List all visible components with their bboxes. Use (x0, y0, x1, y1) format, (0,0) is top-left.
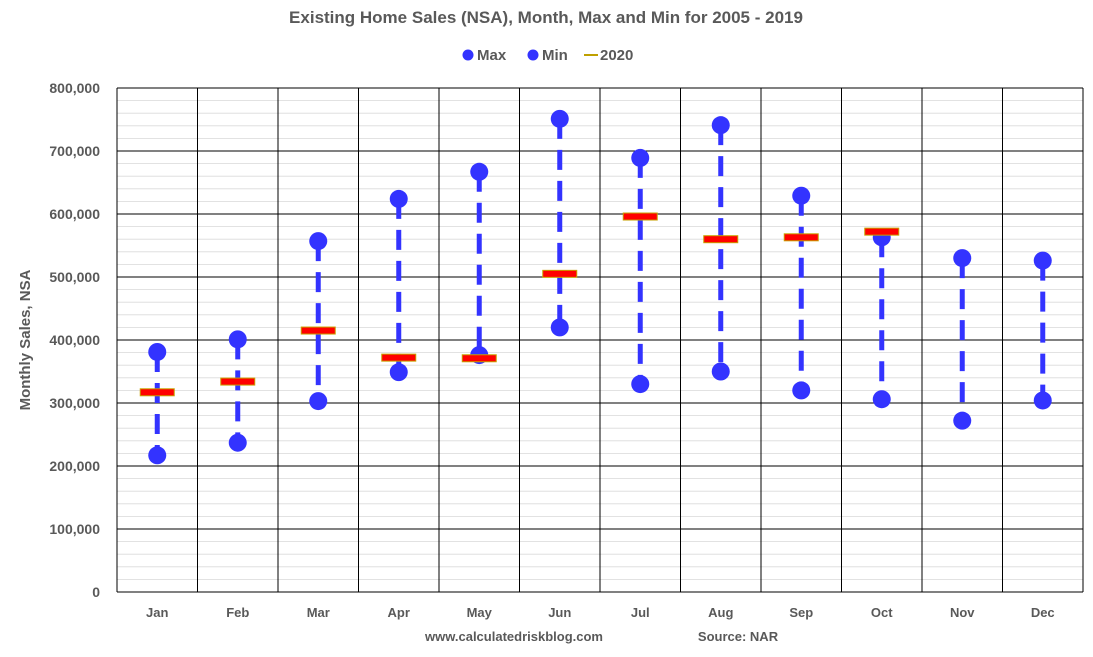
max-point (470, 162, 489, 181)
max-point (550, 109, 569, 128)
y-axis-label: Monthly Sales, NSA (17, 269, 34, 410)
x-tick-label: Nov (950, 605, 975, 620)
y-tick-label: 300,000 (49, 395, 100, 411)
max-point (309, 232, 328, 251)
legend-marker-max (462, 49, 474, 61)
legend-label: 2020 (600, 47, 633, 64)
y-axis-ticks: 0 100,000 200,000 300,000 400,000 500,000 600,… (49, 80, 100, 600)
min-point (550, 318, 569, 337)
min-point (953, 411, 972, 430)
y-tick-label: 200,000 (49, 458, 100, 474)
y-tick-label: 600,000 (49, 206, 100, 222)
series-2020-mark (461, 354, 497, 363)
legend: Max Min 2020 (462, 47, 633, 64)
series-2020-mark (703, 235, 739, 244)
range-lines (154, 118, 1046, 456)
max-point (389, 189, 408, 208)
x-tick-label: Jan (146, 605, 168, 620)
min-point (389, 363, 408, 382)
min-point (792, 381, 811, 400)
x-tick-label: May (467, 605, 493, 620)
series-2020-mark (542, 269, 578, 278)
x-tick-label: Sep (789, 605, 813, 620)
x-tick-label: Mar (307, 605, 330, 620)
max-point (953, 249, 972, 268)
x-tick-label: Jun (548, 605, 571, 620)
y-tick-label: 100,000 (49, 521, 100, 537)
series-2020-mark (220, 377, 256, 386)
max-point (1033, 251, 1052, 270)
series-2020-mark (622, 212, 658, 221)
y-tick-label: 800,000 (49, 80, 100, 96)
footer-source: Source: NAR (698, 629, 779, 644)
x-tick-label: Oct (871, 605, 893, 620)
series-2020-mark (381, 353, 417, 362)
min-point (631, 375, 650, 394)
max-point (792, 186, 811, 205)
series-2020-mark (139, 388, 175, 397)
legend-marker-min (527, 49, 539, 61)
series-2020-mark (864, 227, 900, 236)
y-tick-label: 400,000 (49, 332, 100, 348)
chart-title: Existing Home Sales (NSA), Month, Max an… (289, 8, 803, 27)
x-tick-label: Dec (1031, 605, 1055, 620)
x-tick-label: Aug (708, 605, 733, 620)
max-point (148, 342, 167, 361)
min-point (228, 433, 247, 452)
x-axis-ticks: Jan Feb Mar Apr May Jun Jul Aug Sep Oct Nov Dec (146, 605, 1055, 620)
category-gridlines (116, 88, 1084, 592)
max-point (631, 148, 650, 167)
min-point (1033, 391, 1052, 410)
series-2020-mark (783, 233, 819, 242)
data-points (148, 109, 1052, 465)
y-tick-label: 500,000 (49, 269, 100, 285)
x-tick-label: Apr (388, 605, 410, 620)
max-point (711, 116, 730, 135)
max-point (228, 330, 247, 349)
y-tick-label: 700,000 (49, 143, 100, 159)
series-2020-marks (139, 212, 900, 397)
series-2020-mark (300, 326, 336, 335)
min-point (148, 446, 167, 465)
min-point (872, 390, 891, 409)
x-tick-label: Jul (631, 605, 650, 620)
y-tick-label: 0 (92, 584, 100, 600)
min-point (711, 362, 730, 381)
x-tick-label: Feb (226, 605, 249, 620)
min-point (309, 392, 328, 411)
legend-label: Min (542, 47, 568, 64)
legend-label: Max (477, 47, 507, 64)
footer-source-url: www.calculatedriskblog.com (424, 629, 603, 644)
